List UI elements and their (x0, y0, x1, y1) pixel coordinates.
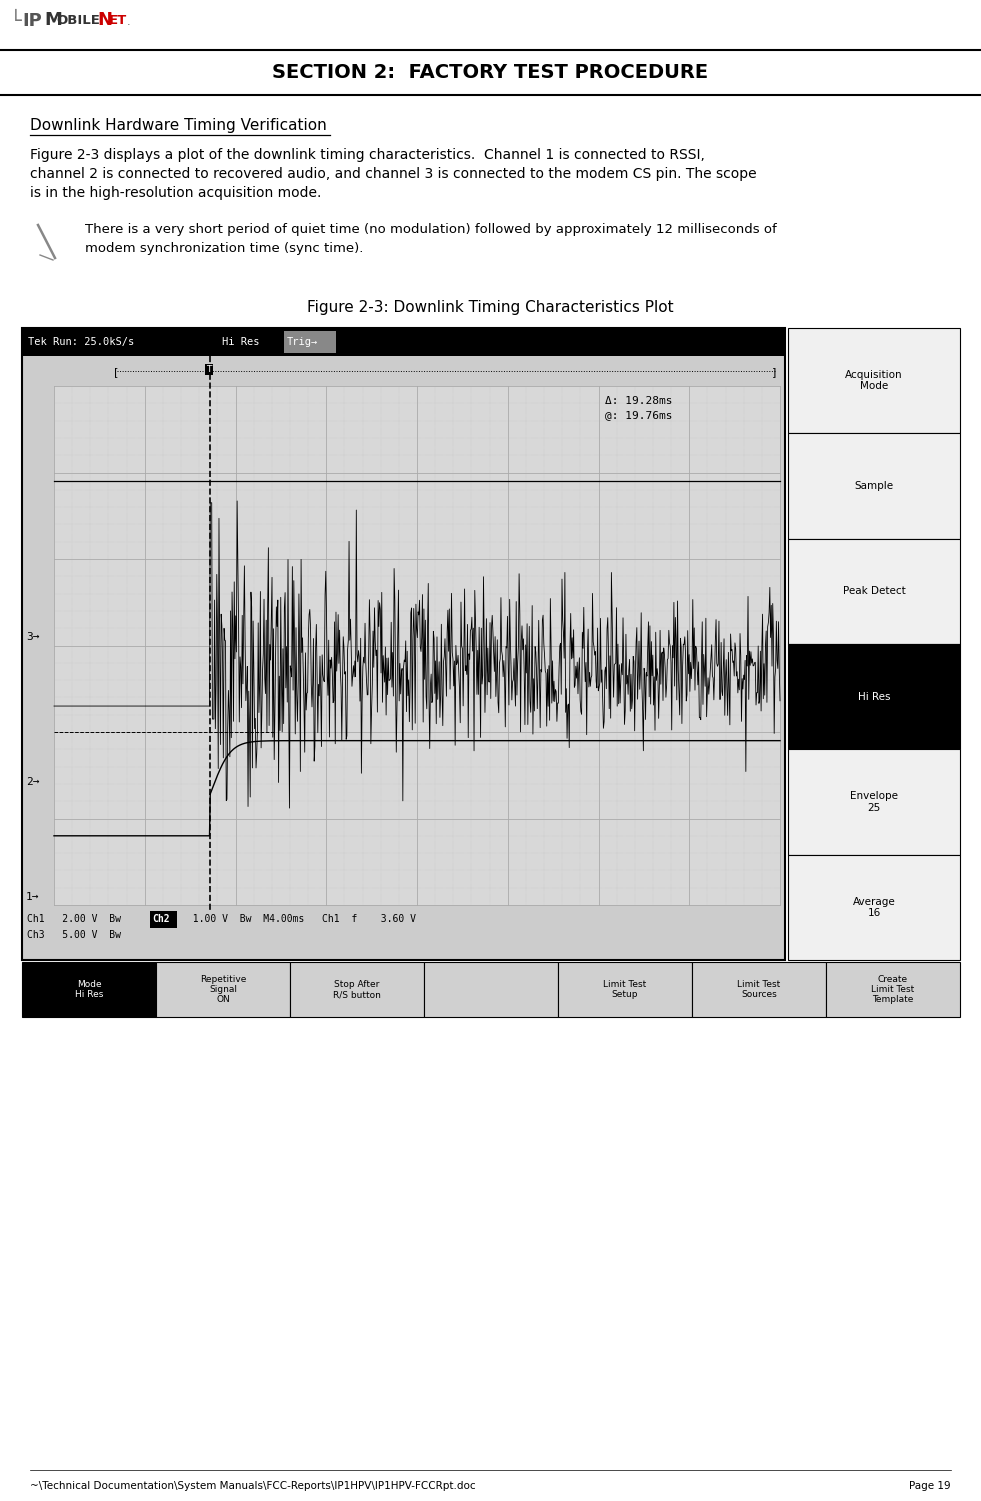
Text: .: . (127, 17, 130, 27)
Text: 1.00 V  Bw  M4.00ms   Ch1  f    3.60 V: 1.00 V Bw M4.00ms Ch1 f 3.60 V (181, 914, 416, 925)
Text: Figure 2-3: Downlink Timing Characteristics Plot: Figure 2-3: Downlink Timing Characterist… (307, 300, 673, 315)
Text: Repetitive
Signal
ON: Repetitive Signal ON (200, 974, 246, 1004)
Text: ~\Technical Documentation\System Manuals\FCC-Reports\IP1HPV\IP1HPV-FCCRpt.doc: ~\Technical Documentation\System Manuals… (30, 1481, 476, 1490)
Text: Average
16: Average 16 (852, 896, 896, 919)
Text: Trig→: Trig→ (287, 338, 318, 347)
Bar (54, 386, 780, 905)
Bar (150, 911, 177, 928)
Text: Sample: Sample (854, 480, 894, 491)
Text: Create
Limit Test
Template: Create Limit Test Template (871, 974, 914, 1004)
Bar (290, 962, 424, 1018)
Text: is in the high-resolution acquisition mode.: is in the high-resolution acquisition mo… (30, 186, 322, 200)
Bar (788, 539, 960, 644)
Text: ]: ] (772, 368, 776, 377)
Bar (558, 962, 692, 1018)
Text: [: [ (114, 368, 119, 377)
Bar (156, 962, 290, 1018)
Bar (692, 962, 826, 1018)
Text: Page 19: Page 19 (909, 1481, 951, 1490)
Text: Figure 2-3 displays a plot of the downlink timing characteristics.  Channel 1 is: Figure 2-3 displays a plot of the downli… (30, 149, 705, 162)
Text: 2→: 2→ (26, 778, 39, 787)
Bar (424, 962, 558, 1018)
Bar (22, 329, 785, 356)
Text: Envelope
25: Envelope 25 (850, 791, 898, 814)
Bar (284, 332, 336, 353)
Text: Ch1   2.00 V  Bw: Ch1 2.00 V Bw (27, 914, 121, 925)
Text: Hi Res: Hi Res (222, 338, 260, 347)
Text: Hi Res: Hi Res (857, 692, 890, 701)
Text: Stop After
R/S button: Stop After R/S button (334, 980, 381, 1000)
Text: Ch3   5.00 V  Bw: Ch3 5.00 V Bw (27, 931, 121, 940)
Text: Peak Detect: Peak Detect (843, 587, 905, 596)
Bar (826, 962, 960, 1018)
Text: Downlink Hardware Timing Verification: Downlink Hardware Timing Verification (30, 119, 327, 134)
Text: IP: IP (22, 12, 42, 30)
Text: There is a very short period of quiet time (no modulation) followed by approxima: There is a very short period of quiet ti… (85, 224, 777, 236)
Bar (22, 329, 785, 961)
Text: N: N (97, 11, 112, 29)
Text: Acquisition
Mode: Acquisition Mode (846, 369, 903, 392)
Text: Ch2: Ch2 (152, 914, 170, 925)
Text: T: T (206, 365, 212, 374)
Bar (22, 962, 156, 1018)
Text: @: 19.76ms: @: 19.76ms (605, 410, 673, 420)
Text: Limit Test
Sources: Limit Test Sources (738, 980, 781, 1000)
Text: M: M (44, 11, 62, 29)
Text: Δ: 19.28ms: Δ: 19.28ms (605, 396, 673, 405)
Text: Mode
Hi Res: Mode Hi Res (75, 980, 103, 1000)
Text: └: └ (10, 12, 22, 32)
Bar (788, 644, 960, 749)
Text: 1→: 1→ (26, 892, 39, 902)
Text: modem synchronization time (sync time).: modem synchronization time (sync time). (85, 242, 363, 255)
Text: OBILE: OBILE (56, 14, 100, 27)
Bar (788, 434, 960, 539)
Text: SECTION 2:  FACTORY TEST PROCEDURE: SECTION 2: FACTORY TEST PROCEDURE (272, 63, 708, 83)
Bar (788, 749, 960, 854)
Text: Tek Run: 25.0kS/s: Tek Run: 25.0kS/s (28, 338, 134, 347)
Bar (788, 329, 960, 434)
Text: Limit Test
Setup: Limit Test Setup (603, 980, 646, 1000)
Text: channel 2 is connected to recovered audio, and channel 3 is connected to the mod: channel 2 is connected to recovered audi… (30, 167, 756, 182)
Bar (788, 854, 960, 961)
Text: 3→: 3→ (26, 632, 39, 642)
Text: ET: ET (109, 14, 128, 27)
